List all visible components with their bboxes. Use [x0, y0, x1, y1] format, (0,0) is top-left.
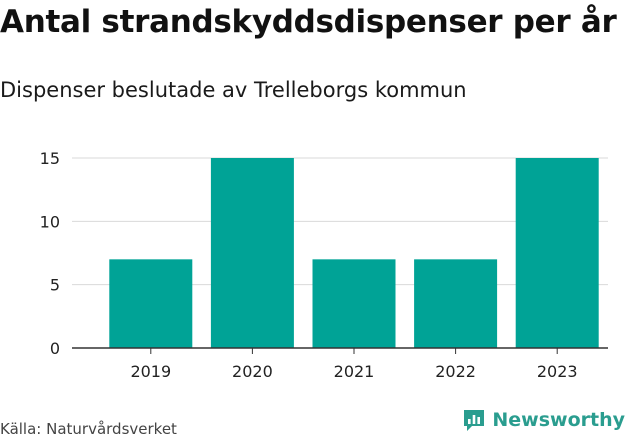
- y-tick-label: 0: [50, 339, 60, 358]
- y-axis-tick-labels: 0 5 10 15: [40, 149, 60, 358]
- bars: [109, 158, 599, 348]
- brand-name: Newsworthy: [492, 409, 625, 431]
- y-tick-label: 5: [50, 276, 60, 295]
- y-tick-label: 10: [40, 212, 60, 231]
- x-tick-label: 2023: [537, 362, 578, 381]
- x-tick-label: 2022: [435, 362, 476, 381]
- bar-2019: [109, 259, 193, 348]
- x-tick-label: 2019: [130, 362, 171, 381]
- chart-subtitle: Dispenser beslutade av Trelleborgs kommu…: [0, 78, 467, 102]
- source-note: Källa: Naturvårdsverket: [0, 420, 177, 438]
- chart-title: Antal strandskyddsdispenser per år: [0, 4, 617, 40]
- bar-2022: [414, 259, 498, 348]
- x-tick-label: 2021: [334, 362, 375, 381]
- x-tick-label: 2020: [232, 362, 273, 381]
- newsworthy-logo-icon: [464, 410, 485, 431]
- bar-2023: [515, 158, 599, 348]
- bar-2020: [210, 158, 294, 348]
- brand: Newsworthy: [462, 408, 625, 432]
- bar-2021: [312, 259, 396, 348]
- y-tick-label: 15: [40, 149, 60, 168]
- x-axis-tick-labels: 2019 2020 2021 2022 2023: [130, 348, 578, 381]
